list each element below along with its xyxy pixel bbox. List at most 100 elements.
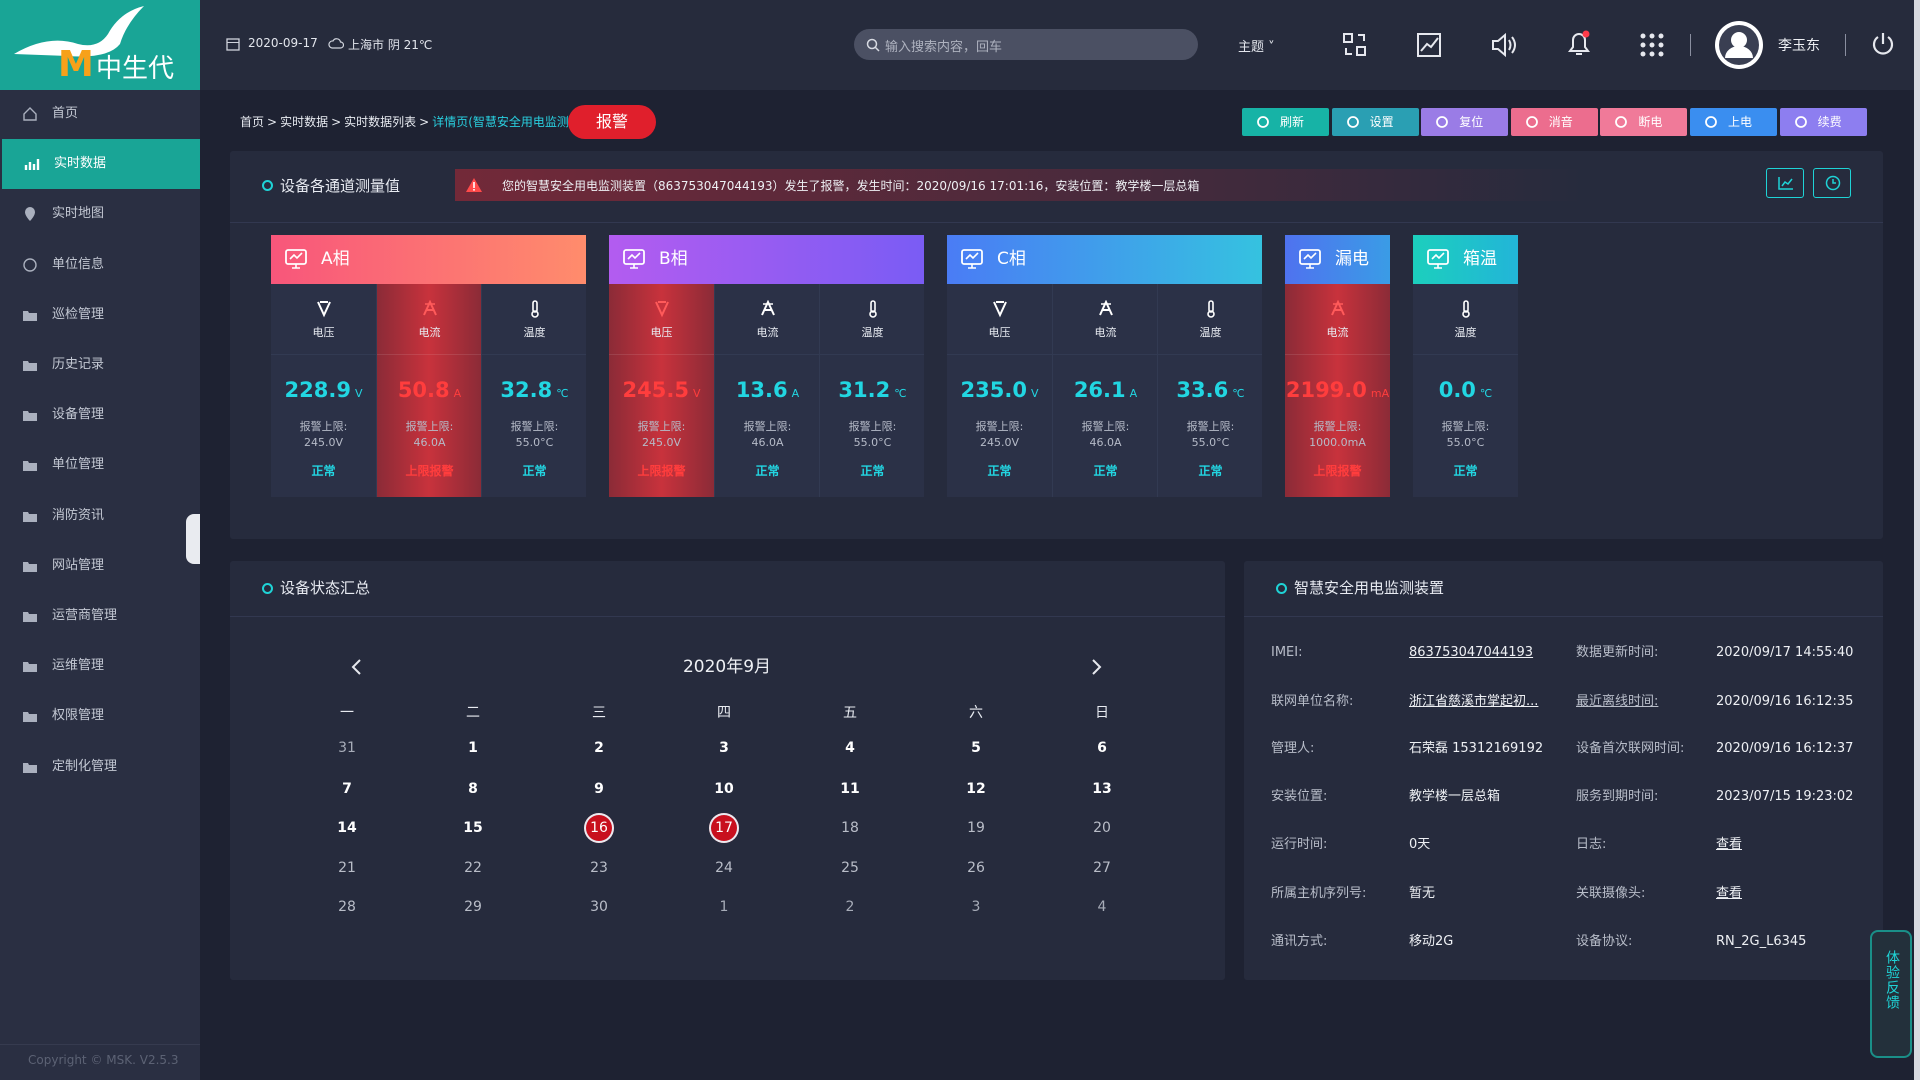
channel-label: 电流	[756, 326, 779, 339]
prev-month[interactable]	[350, 658, 362, 676]
crumb[interactable]: 首页	[240, 115, 265, 129]
channel-column: 电流 50.8 A 报警上限: 46.0A 上限报警	[376, 284, 482, 497]
calendar-day[interactable]: 3	[971, 899, 981, 915]
calendar-day[interactable]: 6	[1097, 740, 1107, 756]
calendar-day[interactable]: 11	[840, 781, 860, 797]
calendar-day[interactable]: 18	[841, 820, 859, 836]
next-month[interactable]	[1091, 658, 1103, 676]
search-box[interactable]: 输入搜索内容，回车	[854, 29, 1198, 60]
menu-item[interactable]: 单位管理	[0, 440, 200, 490]
calendar-day[interactable]: 28	[338, 899, 356, 915]
info-value[interactable]: 863753047044193	[1409, 645, 1534, 660]
toolbar-button[interactable]: 续费	[1779, 108, 1867, 136]
calendar-day[interactable]: 1	[719, 899, 729, 915]
info-label: 安装位置:	[1271, 789, 1328, 804]
calendar-day[interactable]: 2	[845, 899, 855, 915]
calendar-day[interactable]: 29	[464, 899, 482, 915]
limit-value: 55.0°C	[853, 436, 892, 449]
calendar-day[interactable]: 21	[338, 860, 356, 876]
crumb[interactable]: 详情页(智慧安全用电监测装	[432, 115, 570, 129]
calendar-day[interactable]: 9	[594, 781, 604, 797]
menu-item[interactable]: 权限管理	[0, 691, 200, 741]
calendar-day[interactable]: 27	[1093, 860, 1111, 876]
calendar-day[interactable]: 23	[590, 860, 608, 876]
menu-item[interactable]: 消防资讯	[0, 491, 200, 541]
calendar-day[interactable]: 13	[1092, 781, 1112, 797]
calendar-day[interactable]: 25	[841, 860, 859, 876]
calendar-day[interactable]: 4	[845, 740, 855, 756]
menu-item[interactable]: 实时地图	[0, 189, 200, 239]
calendar-day[interactable]: 4	[1097, 899, 1107, 915]
toolbar-button[interactable]: 设置	[1331, 108, 1419, 136]
bell-icon[interactable]	[1566, 30, 1592, 58]
menu-item[interactable]: 设备管理	[0, 390, 200, 440]
calendar-day[interactable]: 17	[709, 813, 739, 843]
divider	[1690, 34, 1691, 56]
menu-label: 首页	[52, 106, 79, 121]
power-icon[interactable]	[1870, 31, 1896, 57]
calendar-day[interactable]: 12	[966, 781, 986, 797]
calendar-day[interactable]: 3	[719, 740, 729, 756]
info-value[interactable]: 查看	[1716, 837, 1743, 852]
channel-unit: A	[791, 387, 800, 400]
swap-icon[interactable]	[1342, 32, 1368, 58]
calendar-day[interactable]: 5	[971, 740, 981, 756]
menu-item[interactable]: 单位信息	[0, 240, 200, 290]
info-value[interactable]: 浙江省慈溪市掌起初...	[1409, 694, 1539, 709]
calendar-day[interactable]: 10	[714, 781, 734, 797]
calendar-day[interactable]: 16	[584, 813, 614, 843]
sidebar-toggle[interactable]	[186, 514, 200, 564]
calendar-day[interactable]: 15	[463, 820, 483, 836]
chart-button[interactable]	[1766, 168, 1804, 198]
channel-unit: V	[692, 387, 701, 400]
divider	[230, 222, 1883, 223]
toolbar-button[interactable]: 复位	[1421, 108, 1509, 136]
avatar[interactable]	[1714, 20, 1764, 70]
toolbar-button[interactable]: 上电	[1690, 108, 1777, 136]
calendar-day[interactable]: 7	[342, 781, 352, 797]
volume-icon[interactable]	[1490, 32, 1518, 58]
menu-item[interactable]: 网站管理	[0, 541, 200, 591]
calendar-day[interactable]: 8	[468, 781, 478, 797]
calendar-day[interactable]: 24	[715, 860, 733, 876]
channel-unit: A	[453, 387, 462, 400]
info-label[interactable]: 最近离线时间:	[1576, 694, 1659, 709]
calendar-day[interactable]: 2	[594, 740, 604, 756]
measure-card: 漏电 电流 2199.0 mA 报警上限: 1000.0mA 上限报警	[1285, 235, 1390, 497]
card-icon	[623, 248, 647, 272]
calendar-day[interactable]: 1	[468, 740, 478, 756]
menu-item[interactable]: 历史记录	[0, 340, 200, 390]
menu-item[interactable]: 运营商管理	[0, 591, 200, 641]
crumb[interactable]: 实时数据	[280, 115, 329, 129]
crumb[interactable]: 实时数据列表	[344, 115, 417, 129]
breadcrumb: 首页 > 实时数据 > 实时数据列表 > 详情页(智慧安全用电监测装	[240, 112, 570, 132]
calendar-day[interactable]: 19	[967, 820, 985, 836]
calendar-day[interactable]: 30	[590, 899, 608, 915]
limit-label: 报警上限:	[975, 420, 1024, 433]
limit-value: 55.0°C	[515, 436, 554, 449]
calendar-day[interactable]: 22	[464, 860, 482, 876]
menu-icon	[22, 457, 38, 473]
card-icon	[285, 248, 309, 272]
menu-item[interactable]: 实时数据	[2, 139, 200, 190]
calendar-day[interactable]: 20	[1093, 820, 1111, 836]
menu-item[interactable]: 首页	[0, 89, 200, 139]
chart-icon[interactable]	[1416, 32, 1442, 58]
info-value[interactable]: 查看	[1716, 886, 1743, 901]
toolbar-button[interactable]: 消音	[1510, 108, 1598, 136]
calendar-day[interactable]: 31	[338, 740, 356, 756]
toolbar-button[interactable]: 断电	[1600, 108, 1688, 136]
menu-item[interactable]: 巡检管理	[0, 290, 200, 340]
feedback-tab[interactable]: 体验反馈	[1870, 930, 1912, 1058]
channel-label: 电流	[1094, 326, 1117, 339]
theme-switch[interactable]: 主题 ˅	[1238, 40, 1275, 55]
limit-value: 55.0°C	[1446, 436, 1485, 449]
history-button[interactable]	[1813, 168, 1851, 198]
menu-item[interactable]: 定制化管理	[0, 742, 200, 792]
apps-icon[interactable]	[1640, 33, 1664, 57]
calendar-day[interactable]: 26	[967, 860, 985, 876]
menu-item[interactable]: 运维管理	[0, 641, 200, 691]
calendar-day[interactable]: 14	[337, 820, 357, 836]
toolbar-button[interactable]: 刷新	[1242, 108, 1329, 136]
logo: M 中生代	[0, 0, 200, 90]
